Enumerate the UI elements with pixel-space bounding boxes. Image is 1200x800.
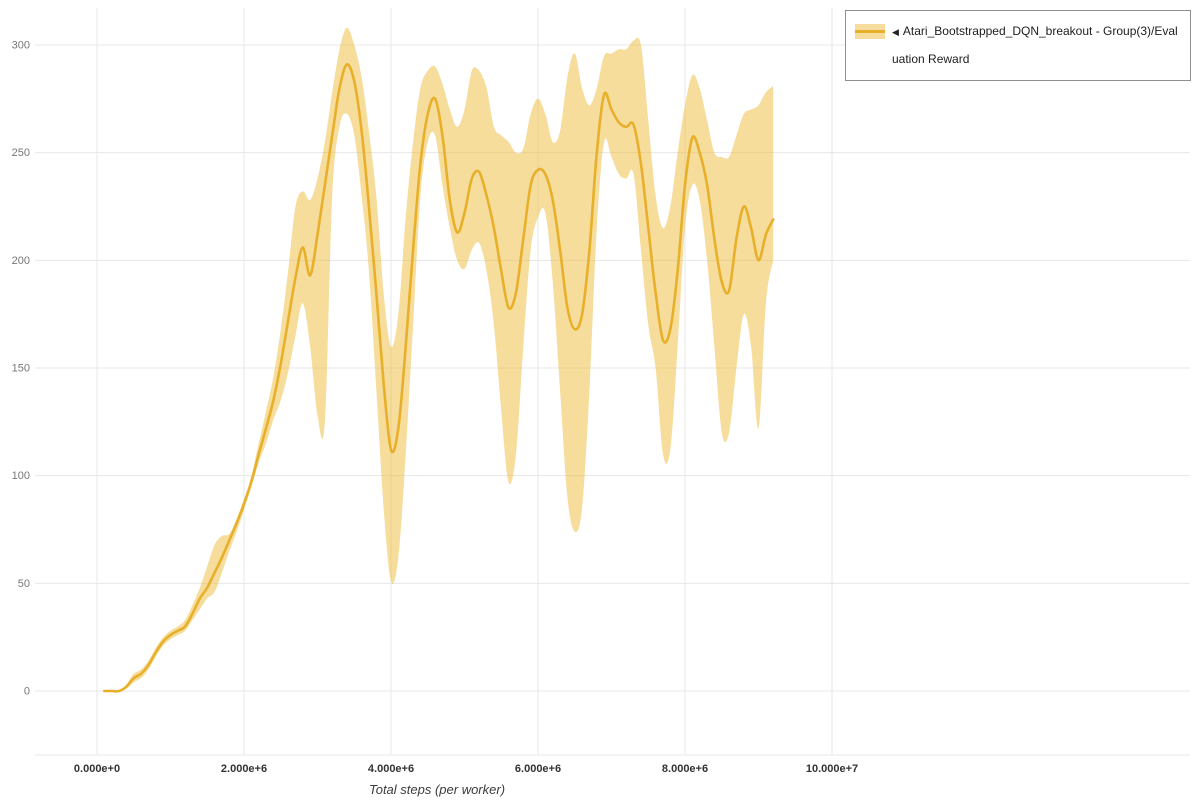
y-tick-label: 50: [18, 578, 30, 590]
x-axis-title: Total steps (per worker): [368, 782, 506, 797]
x-tick-label: 4.000e+6: [368, 763, 414, 775]
x-tick-label: 0.000e+0: [74, 763, 120, 775]
legend-entry[interactable]: ◀ Atari_Bootstrapped_DQN_breakout - Group…: [892, 18, 1181, 73]
tick-labels: 0 50 100 150 200 250 300 0.000e+0 2.000e+6 4.000e…: [12, 40, 859, 776]
legend-label: Atari_Bootstrapped_DQN_breakout - Group(…: [892, 24, 1178, 66]
x-tick-label: 8.000e+6: [662, 763, 708, 775]
legend: ◀ Atari_Bootstrapped_DQN_breakout - Group…: [845, 10, 1191, 81]
y-tick-label: 250: [12, 147, 30, 159]
y-tick-label: 100: [12, 470, 30, 482]
x-tick-label: 6.000e+6: [515, 763, 561, 775]
y-tick-label: 0: [24, 686, 30, 698]
collapse-legend-icon[interactable]: ◀: [892, 27, 899, 37]
y-tick-label: 200: [12, 255, 30, 267]
y-tick-label: 150: [12, 363, 30, 375]
x-tick-label: 2.000e+6: [221, 763, 267, 775]
mean-line: [103, 63, 775, 693]
legend-series-line: [855, 30, 885, 33]
y-tick-label: 300: [12, 40, 30, 52]
x-tick-label: 10.000e+7: [806, 763, 858, 775]
legend-series-swatch: [855, 24, 885, 39]
